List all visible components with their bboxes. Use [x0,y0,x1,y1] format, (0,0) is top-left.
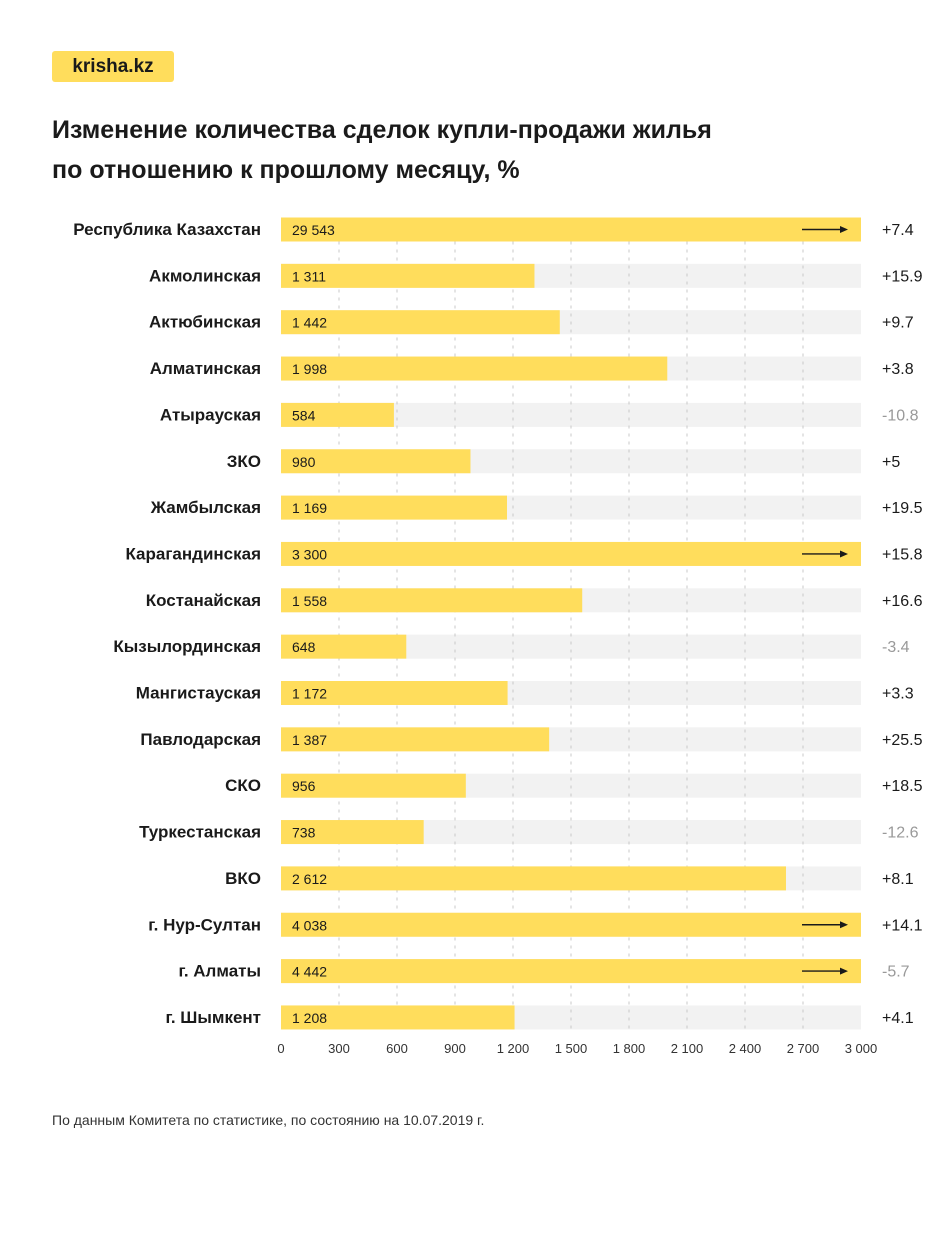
bar-value-label: 1 208 [292,1010,327,1026]
x-tick-label: 1 200 [497,1041,530,1056]
change-label: +14.1 [882,917,923,934]
bar-value-label: 1 387 [292,732,327,748]
change-label: +3.8 [882,361,914,378]
category-label: Жамбылская [150,498,261,517]
category-label: Алматинская [150,359,261,378]
bar [281,217,861,242]
chart-title-line-2: по отношению к прошлому месяцу, % [52,156,520,184]
category-label: Актюбинская [149,313,261,332]
bar [281,1005,515,1030]
overflow-arrow-head [840,550,848,558]
x-tick-label: 600 [386,1041,408,1056]
category-label: СКО [225,776,261,795]
bar [281,727,550,752]
category-label: Кызылординская [113,637,261,656]
bar-value-label: 4 038 [292,917,327,933]
bar [281,402,394,427]
category-label: Республика Казахстан [73,220,261,239]
bar-chart: Республика Казахстан 29 543 +7.4 Акмолинска… [73,217,923,1056]
bar [281,263,535,288]
bar-value-label: 1 442 [292,315,327,331]
bar-value-label: 584 [292,407,316,423]
bar [281,866,786,891]
change-label: +8.1 [882,871,914,888]
category-label: Карагандинская [125,544,261,563]
bar-value-label: 1 558 [292,593,327,609]
bar [281,449,471,474]
bar-value-label: 956 [292,778,316,794]
change-label: +18.5 [882,778,923,795]
bar-value-label: 2 612 [292,871,327,887]
overflow-arrow-head [840,226,848,233]
change-label: -10.8 [882,407,919,424]
bar [281,541,861,566]
x-tick-label: 1 800 [613,1041,646,1056]
change-label: +7.4 [882,222,914,239]
bar [281,959,861,984]
change-label: +5 [882,454,900,471]
x-tick-label: 2 400 [729,1041,762,1056]
bar [281,588,583,613]
change-label: +9.7 [882,315,914,332]
bar-value-label: 1 172 [292,686,327,702]
x-gridlines [338,217,804,1030]
category-label: Мангистауская [136,684,261,703]
x-tick-label: 300 [328,1041,350,1056]
category-label: г. Нур-Султан [148,915,261,934]
category-label: г. Алматы [178,962,261,981]
change-label: +16.6 [882,593,923,610]
bar-value-label: 648 [292,639,316,655]
overflow-arrow-head [840,921,848,929]
x-tick-labels: 0 300 600 900 1 200 1 500 1 800 2 100 2 400 2 700… [277,1041,877,1056]
change-label: -12.6 [882,825,919,842]
x-tick-label: 2 100 [671,1041,704,1056]
bar-value-label: 1 169 [292,500,327,516]
category-label: Туркестанская [139,823,261,842]
category-label: Павлодарская [140,730,261,749]
x-tick-label: 1 500 [555,1041,588,1056]
change-label: +15.9 [882,268,923,285]
chart-title-line-1: Изменение количества сделок купли-продаж… [52,116,712,144]
bar-value-label: 980 [292,454,316,470]
krisha-logo-badge: krisha.kz [52,51,174,82]
chart-title: Изменение количества сделок купли-продаж… [52,110,912,190]
x-tick-label: 0 [277,1041,284,1056]
change-label: +19.5 [882,500,923,517]
bar [281,681,508,705]
category-label: Акмолинская [149,266,261,285]
category-label: ЗКО [227,452,261,471]
change-label: +3.3 [882,686,914,703]
change-label: +25.5 [882,732,923,749]
change-label: -3.4 [882,639,910,656]
source-footnote: По данным Комитета по статистике, по сос… [52,1112,485,1128]
bar [281,310,560,335]
bar-value-label: 29 543 [292,222,335,238]
overflow-arrow-head [840,967,848,975]
x-tick-label: 3 000 [845,1041,878,1056]
bar-value-label: 3 300 [292,546,327,562]
bar-value-label: 1 998 [292,361,327,377]
category-label: ВКО [225,869,261,888]
change-label: +15.8 [882,546,923,563]
category-label: Костанайская [146,591,261,610]
bar [281,773,466,798]
category-label: г. Шымкент [165,1008,261,1027]
bars: Республика Казахстан 29 543 +7.4 Акмолинска… [73,217,923,1030]
bar-value-label: 1 311 [292,268,326,284]
x-tick-label: 900 [444,1041,466,1056]
bar [281,820,424,845]
category-label: Атырауская [160,405,261,424]
bar [281,912,861,937]
bar [281,634,407,659]
bar [281,495,508,520]
x-tick-label: 2 700 [787,1041,820,1056]
change-label: -5.7 [882,964,910,981]
change-label: +4.1 [882,1010,914,1027]
bar-value-label: 738 [292,825,316,841]
bar [281,356,668,381]
bar-value-label: 4 442 [292,964,327,980]
